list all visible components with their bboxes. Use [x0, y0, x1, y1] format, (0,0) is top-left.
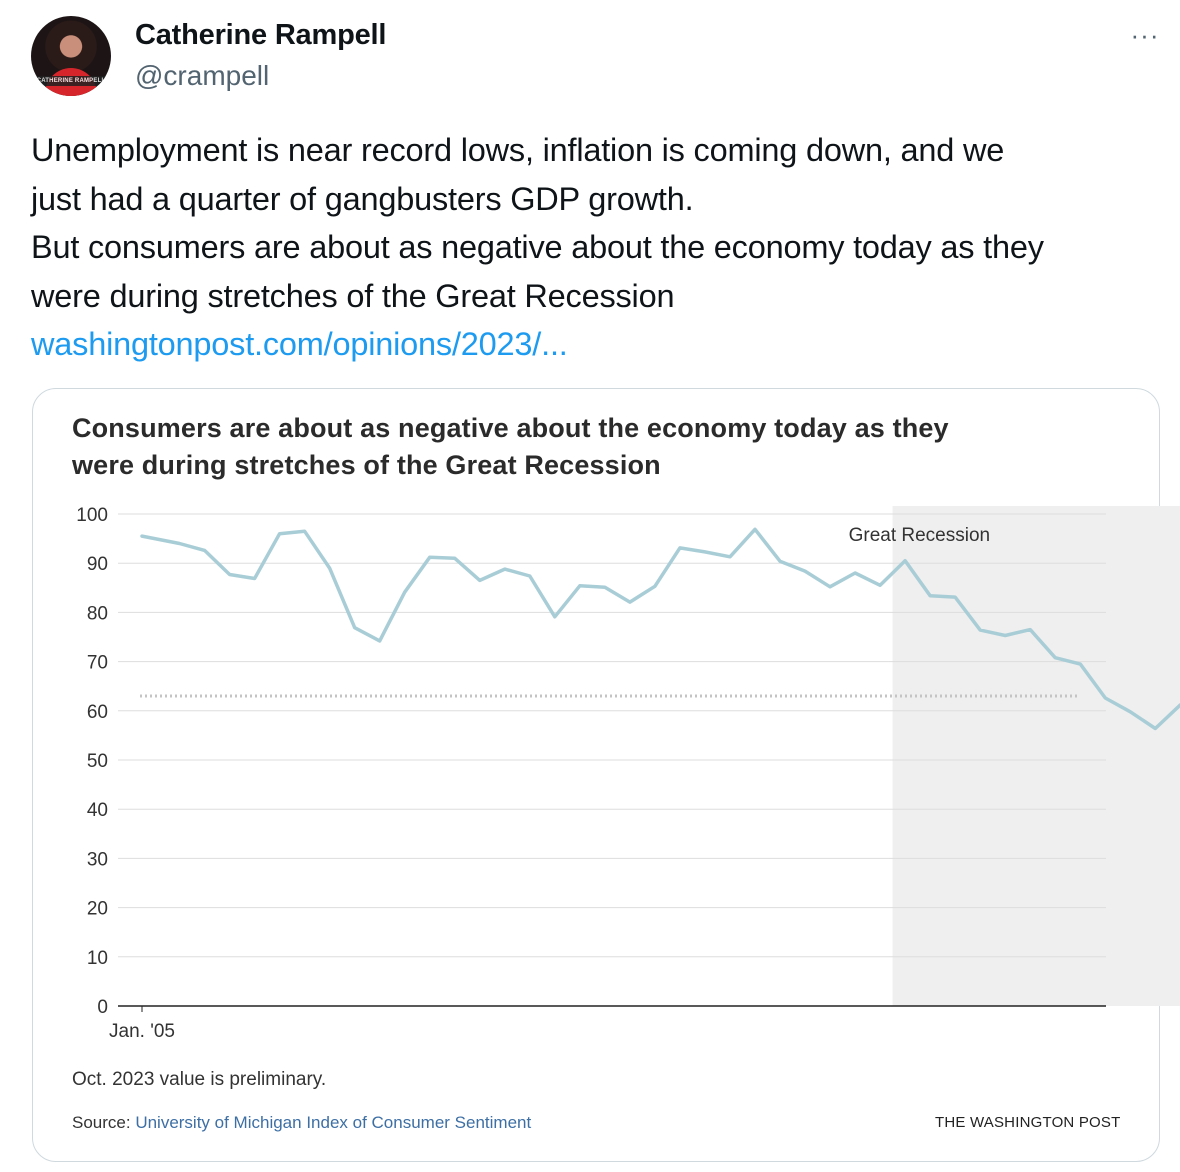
source-label: Source: — [72, 1113, 136, 1132]
author-avatar[interactable]: CATHERINE RAMPELL — [31, 16, 111, 96]
chart-title-line: Consumers are about as negative about th… — [72, 413, 949, 443]
y-tick-label: 70 — [87, 653, 108, 674]
avatar-lower-third: CATHERINE RAMPELL — [31, 76, 111, 86]
tweet-line: just had a quarter of gangbusters GDP gr… — [31, 180, 694, 217]
shaded-period — [892, 506, 1180, 1006]
chart-source: Source: University of Michigan Index of … — [72, 1113, 531, 1133]
tweet-text: Unemployment is near record lows, inflat… — [31, 126, 1151, 369]
chart-title: Consumers are about as negative about th… — [72, 410, 1082, 484]
tweet-line: Unemployment is near record lows, inflat… — [31, 132, 1005, 168]
more-options-icon[interactable]: ··· — [1130, 20, 1160, 50]
y-tick-label: 20 — [87, 899, 108, 920]
chart-title-line: were during stretches of the Great Reces… — [72, 450, 661, 480]
y-tick-label: 30 — [87, 849, 108, 870]
y-tick-label: 50 — [87, 751, 108, 772]
x-tick-label: Jan. '05 — [109, 1021, 175, 1042]
publisher-credit: THE WASHINGTON POST — [935, 1114, 1121, 1131]
y-tick-label: 80 — [87, 603, 108, 624]
y-tick-label: 100 — [76, 505, 108, 526]
author-handle[interactable]: @crampell — [135, 60, 270, 91]
source-link[interactable]: University of Michigan Index of Consumer… — [135, 1113, 532, 1132]
chart-note: Oct. 2023 value is preliminary. — [72, 1069, 327, 1090]
y-tick-label: 10 — [87, 948, 108, 969]
avatar-caption: CATHERINE RAMPELL — [36, 78, 106, 84]
y-tick-label: 90 — [87, 554, 108, 575]
y-tick-label: 40 — [87, 800, 108, 821]
shaded-period-label: Great Recession — [849, 525, 991, 546]
tweet-line: were during stretches of the Great Reces… — [31, 277, 675, 314]
y-tick-label: 0 — [97, 997, 108, 1018]
y-tick-label: 60 — [87, 702, 108, 723]
tweet-line: But consumers are about as negative abou… — [31, 229, 1044, 265]
article-link[interactable]: washingtonpost.com/opinions/2023/... — [31, 326, 568, 362]
sentiment-line — [140, 527, 1180, 731]
author-name[interactable]: Catherine Rampell — [135, 19, 387, 51]
